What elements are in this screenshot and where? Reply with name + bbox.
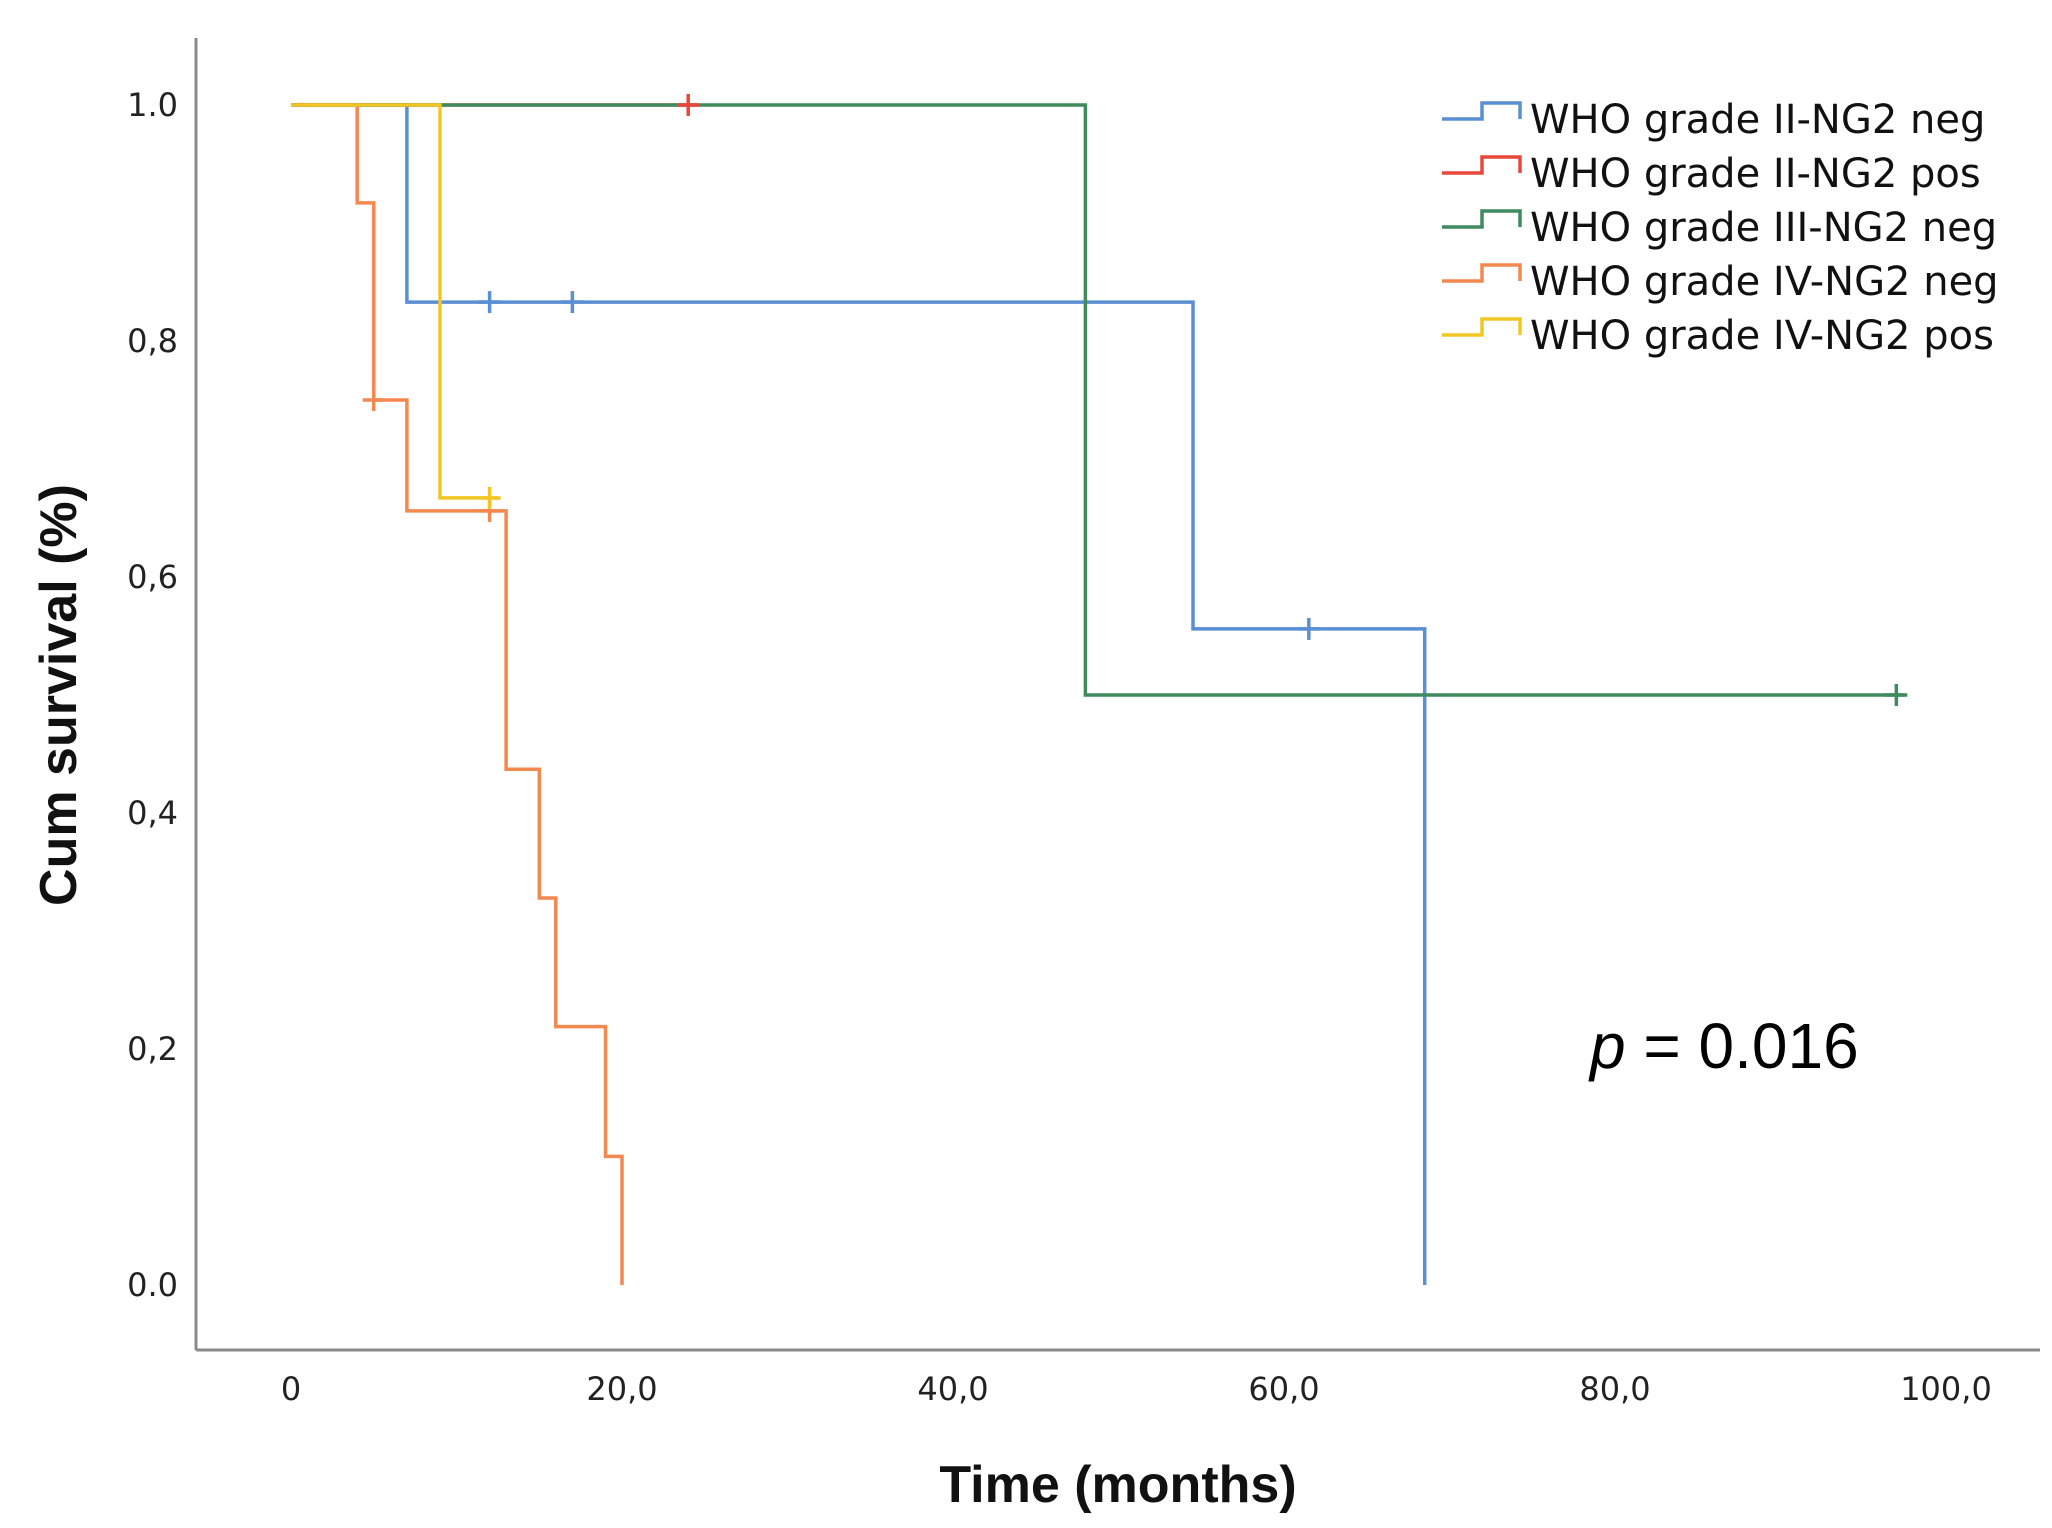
- p-value-annotation: p = 0.016: [1588, 1010, 1859, 1082]
- legend-label: WHO grade IV-NG2 neg: [1530, 259, 1999, 305]
- censor-mark: [362, 389, 385, 411]
- legend-item: WHO grade II-NG2 pos: [1442, 151, 1981, 197]
- legend-swatch: [1442, 317, 1522, 337]
- x-tick-label: 60,0: [1248, 1370, 1319, 1408]
- censor-mark: [478, 291, 501, 314]
- legend-swatch: [1442, 155, 1522, 175]
- legend-item: WHO grade IV-NG2 neg: [1442, 259, 1999, 305]
- x-tick-label: 40,0: [917, 1370, 988, 1408]
- censor-mark: [561, 291, 584, 314]
- x-axis-title: Time (months): [939, 1456, 1296, 1514]
- legend: WHO grade II-NG2 neg WHO grade II-NG2 pos…: [1442, 97, 1999, 359]
- x-tick-label: 80,0: [1579, 1370, 1650, 1408]
- p-symbol: p: [1588, 1010, 1626, 1082]
- censor-marks: [362, 94, 1908, 706]
- x-tick-label: 20,0: [586, 1370, 657, 1408]
- legend-item: WHO grade II-NG2 neg: [1442, 97, 1985, 143]
- p-value-text: = 0.016: [1626, 1010, 1859, 1082]
- legend-label: WHO grade III-NG2 neg: [1530, 205, 1997, 251]
- censor-mark: [1297, 617, 1320, 640]
- legend-swatch: [1442, 101, 1522, 121]
- y-tick-label: 0.0: [127, 1266, 178, 1304]
- y-tick-label: 1.0: [127, 86, 178, 124]
- legend-label: WHO grade II-NG2 neg: [1530, 97, 1985, 143]
- legend-label: WHO grade II-NG2 pos: [1530, 151, 1981, 197]
- legend-label: WHO grade IV-NG2 pos: [1530, 313, 1994, 359]
- curve-who-grade-iv-ng2-pos: [291, 103, 498, 500]
- censor-mark: [478, 486, 501, 509]
- axes: [194, 38, 2040, 1352]
- axis-ticks: 0.0 0,2 0,4 0,6 0,8 1.0 0 20,0 40,0 60,0 80,0 100,0: [127, 86, 1992, 1408]
- y-tick-label: 0,6: [127, 558, 178, 596]
- y-tick-label: 0,2: [127, 1030, 178, 1068]
- y-axis-title: Cum survival (%): [30, 484, 88, 906]
- x-tick-label: 100,0: [1900, 1370, 1992, 1408]
- legend-item: WHO grade IV-NG2 pos: [1442, 313, 1994, 359]
- legend-swatch: [1442, 209, 1522, 229]
- censor-mark: [1885, 684, 1908, 706]
- censor-mark: [677, 94, 700, 116]
- legend-swatch: [1442, 263, 1522, 283]
- curve-who-grade-iv-ng2-neg: [291, 103, 624, 1285]
- y-tick-label: 0,4: [127, 794, 178, 832]
- legend-item: WHO grade III-NG2 neg: [1442, 205, 1997, 251]
- x-tick-label: 0: [281, 1370, 301, 1408]
- y-tick-label: 0,8: [127, 322, 178, 360]
